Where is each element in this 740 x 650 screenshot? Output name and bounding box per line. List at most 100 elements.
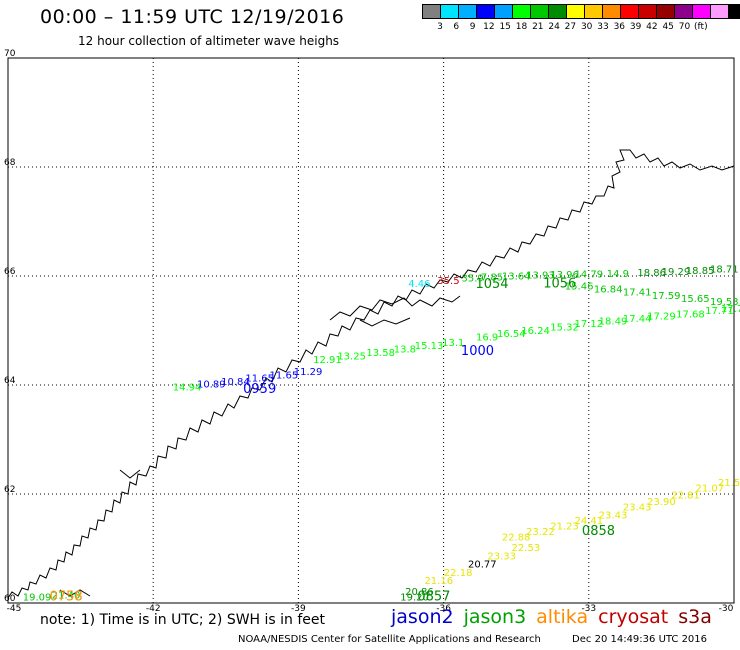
wave-height-value: 15.32 <box>550 323 579 334</box>
latitude-label: 66 <box>4 267 16 277</box>
altimeter-track: 22.8823.2221.2324.4123.4323.4323.9022.81… <box>502 478 740 544</box>
wave-height-value: 17.7 <box>721 304 740 315</box>
wave-height-value: 24.41 <box>574 516 603 527</box>
wave-height-value: 22.81 <box>671 490 700 501</box>
wave-height-value: 20.86 <box>405 587 434 598</box>
altimeter-track: 15.46 16.84 17.41 17.59 15.65 19.53 1056 <box>543 276 738 307</box>
color-scale-label: 36 <box>613 22 626 32</box>
pass-time-label: 0858 <box>582 524 615 539</box>
latitude-labels: 70 68 66 64 62 60 <box>4 49 16 604</box>
wave-height-value: 13.25 <box>337 351 366 362</box>
satellite-name: jason2 <box>391 606 454 628</box>
longitude-label: -30 <box>719 604 734 614</box>
wave-height-value: 19.20 <box>400 592 429 603</box>
wave-height-value: 21.07 <box>695 483 724 494</box>
greenland-coastline <box>7 149 735 599</box>
color-scale-label: 6 <box>453 22 460 32</box>
longitude-label: -36 <box>436 604 451 614</box>
wave-height-value: 23.43 <box>599 511 628 522</box>
wave-height-value: 18.71 <box>710 265 739 276</box>
wave-height-value: 21.16 <box>424 576 453 587</box>
pass-time-label: 1056 <box>543 276 576 291</box>
wave-height-value: 13.58 <box>366 348 395 359</box>
latitude-label: 62 <box>4 485 15 495</box>
color-scale-label: 3 <box>437 22 443 32</box>
wave-height-value: 17.12 <box>574 319 603 330</box>
wave-height-value: 13.64 <box>502 271 531 282</box>
color-scale-labels: 3 6 9 12 15 18 21 24 27 30 33 36 39 42 45 70 (ft) <box>423 22 740 34</box>
wave-height-value: 13.1 <box>442 338 464 349</box>
pass-time-label: 1054 <box>475 277 508 292</box>
color-scale-label: 27 <box>564 22 577 32</box>
color-scale-label: 12 <box>483 22 495 32</box>
wave-height-value: 15.46 <box>565 282 594 293</box>
wave-height-value: 22.18 <box>444 568 473 579</box>
color-scale-label: 24 <box>548 22 560 32</box>
wave-height-value: 15.65 <box>681 294 710 305</box>
wave-height-value: 17.44 <box>623 314 652 325</box>
wave-height-value: 16.24 <box>521 326 550 337</box>
coastline-path <box>7 149 735 599</box>
longitude-label: -42 <box>146 604 161 614</box>
color-scale-label: 39 <box>629 22 642 32</box>
color-scale-label: 30 <box>580 22 593 32</box>
wave-height-value: 14.79 <box>574 270 603 281</box>
latitude-label: 68 <box>4 158 16 168</box>
coastline-islands-path <box>59 295 461 597</box>
wave-height-value: 22.53 <box>512 543 541 554</box>
wave-height-value: 14.94 <box>173 382 202 393</box>
longitude-label: -33 <box>581 604 596 614</box>
color-swatch <box>728 4 740 19</box>
wave-height-value: 7.85 <box>481 272 503 283</box>
wave-height-value: 21.23 <box>550 521 579 532</box>
wave-height-value: 11.65 <box>245 374 274 385</box>
wave-height-value: 18.49 <box>599 317 628 328</box>
color-scale-label: (ft) <box>694 22 708 32</box>
color-scale-label: 70 <box>678 22 691 32</box>
satellite-legend: jason2 jason3 altika cryosat s3a <box>391 606 722 628</box>
wave-height-value: 35.9 <box>462 273 484 284</box>
wave-height-value: 23.43 <box>623 502 652 513</box>
satellite-name: cryosat <box>598 606 669 628</box>
wave-height-value: 21.5 <box>718 478 740 489</box>
pass-time-label: 1000 <box>461 344 494 359</box>
wave-height-value: 14.9 <box>607 269 629 280</box>
color-scale-label: 9 <box>469 22 476 32</box>
wave-height-value: 15.13 <box>415 341 444 352</box>
wave-height-value: 11.29 <box>294 367 323 378</box>
wave-height-value: 12.91 <box>313 355 342 366</box>
wave-height-value: 21.40 <box>52 591 81 602</box>
pass-time-label: 0959 <box>243 382 276 397</box>
wave-height-value: 17.41 <box>623 288 652 299</box>
wave-height-value: 17.59 <box>652 291 681 302</box>
wave-height-value: 10.89 <box>197 380 226 391</box>
wave-height-value: 16.84 <box>594 284 623 295</box>
wave-height-value: 18.86 <box>637 268 666 279</box>
wave-height-value: 17.29 <box>647 312 676 323</box>
color-scale-label: 18 <box>515 22 528 32</box>
color-scale-legend: 3 6 9 12 15 18 21 24 27 30 33 36 39 42 45 70 (ft) <box>422 4 740 32</box>
lat-lon-grid <box>7 57 735 604</box>
color-scale-label: 45 <box>662 22 674 32</box>
wave-height-value: 20.77 <box>468 560 497 571</box>
longitude-labels: -45 -42 -39 -36 -33 -30 <box>7 604 734 614</box>
color-scale-swatches <box>422 4 740 19</box>
color-scale-label: 33 <box>597 22 609 32</box>
wave-height-value: 13.8 <box>394 344 416 355</box>
wave-height-value: 17.71 <box>705 306 734 317</box>
wave-height-value: 19.53 <box>710 297 739 308</box>
latitude-label: 64 <box>4 376 16 386</box>
footer-note: note: 1) Time is in UTC; 2) SWH is in fe… <box>40 612 326 628</box>
satellite-name: jason3 <box>463 606 527 628</box>
page-title: 00:00 – 11:59 UTC 12/19/2016 <box>40 6 345 28</box>
wave-height-value: 16.54 <box>497 329 526 340</box>
footer-credit: NOAA/NESDIS Center for Satellite Applica… <box>238 634 707 645</box>
wave-height-value: 18.85 <box>686 266 715 277</box>
latitude-label: 60 <box>4 594 16 604</box>
generated-timestamp: Dec 20 14:49:36 UTC 2016 <box>572 634 708 645</box>
wave-height-value: 19.09 <box>23 592 52 603</box>
